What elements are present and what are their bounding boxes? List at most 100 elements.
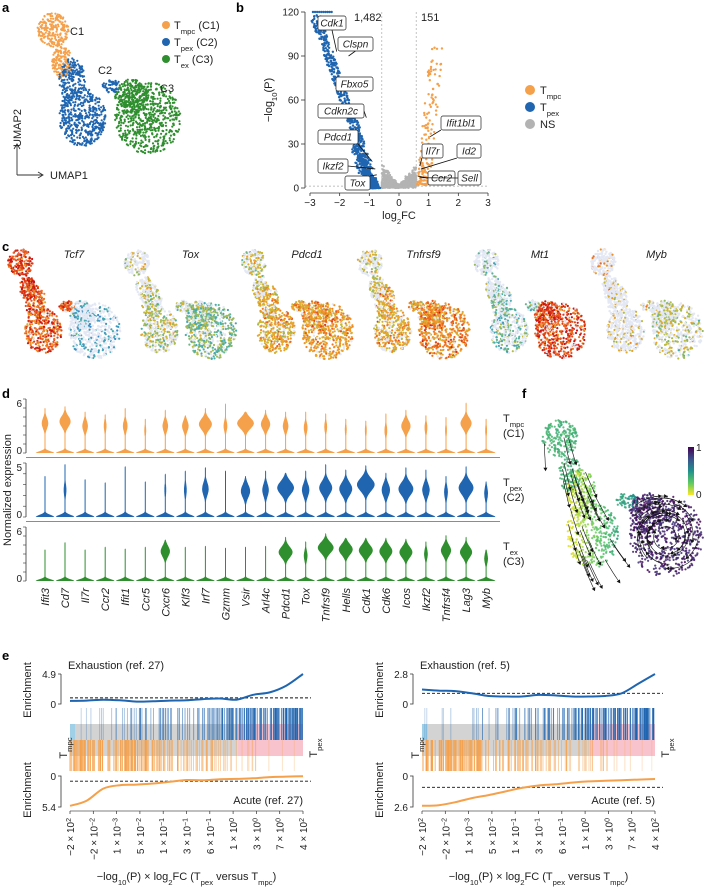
cell-point: [64, 72, 67, 76]
background-cell: [110, 311, 113, 314]
cell-point: [48, 20, 51, 23]
cell-point: [143, 127, 146, 130]
cell-point: [169, 115, 172, 118]
cell-point: [56, 42, 59, 45]
cell-point: [43, 41, 46, 44]
cell-point: [132, 122, 135, 125]
cell-point: [94, 122, 97, 125]
cell-point: [92, 115, 95, 118]
background-cell: [99, 329, 102, 332]
tmpc-point: [440, 47, 444, 50]
cell-point: [61, 92, 64, 95]
cell-point: [142, 87, 145, 90]
cell-point: [138, 97, 141, 100]
expressing-cell: [46, 312, 49, 315]
tpex-point: [325, 60, 329, 63]
cell-point: [96, 97, 99, 100]
cell-point: [43, 35, 47, 38]
tmpc-point: [417, 167, 421, 171]
cell-point: [118, 130, 121, 133]
cell-point: [172, 138, 175, 141]
cell-point: [178, 120, 181, 123]
tmpc-point: [433, 46, 436, 49]
panel-label-b: b: [236, 0, 244, 15]
cell-point: [118, 120, 121, 123]
cell-point: [78, 70, 81, 73]
tmpc-point: [423, 102, 427, 105]
cell-point: [90, 120, 93, 123]
cell-point: [100, 106, 103, 109]
cell-point: [157, 129, 160, 132]
cell-point: [145, 130, 148, 133]
cell-point: [51, 42, 54, 45]
cell-point: [173, 110, 176, 113]
ylabel-sub: 10: [270, 93, 279, 102]
tmpc-point: [420, 141, 424, 144]
cell-point: [64, 20, 67, 23]
cell-point: [102, 122, 105, 125]
cell-point: [132, 103, 135, 106]
tpex-point: [332, 67, 335, 71]
feature-plots: Tcf7 Tox Pdcd1 Tnfrsf9 Mt1 Myb: [7, 248, 704, 360]
tpex-point: [328, 68, 332, 72]
tmpc-point: [430, 128, 433, 131]
tmpc-point: [420, 179, 423, 182]
cell-point: [69, 96, 72, 99]
legend-sub: mpc: [547, 92, 562, 101]
label-leader-line: [331, 29, 338, 52]
cell-point: [66, 63, 69, 66]
cell-point: [91, 117, 94, 120]
cell-point: [172, 122, 175, 125]
tpex-point: [357, 171, 361, 175]
cell-point: [75, 131, 78, 134]
cell-point: [134, 140, 137, 143]
tpex-point: [320, 10, 323, 14]
tpex-point: [336, 67, 340, 70]
cell-point: [79, 103, 82, 106]
cell-point: [149, 100, 152, 103]
expressing-cell: [52, 340, 55, 343]
cell-point: [160, 132, 163, 135]
ylabel-end: (P): [263, 78, 275, 93]
xlabel-main: log: [382, 210, 397, 222]
cell-point: [145, 98, 148, 101]
cell-point: [71, 118, 74, 121]
ns-point: [408, 175, 411, 178]
cell-point: [64, 109, 67, 112]
cell-point: [121, 109, 124, 113]
label-leader-line: [348, 50, 356, 57]
expressing-cell: [41, 344, 44, 347]
cell-point: [150, 113, 153, 116]
tpex-point: [349, 126, 352, 129]
cell-point: [147, 135, 150, 138]
expressing-cell: [36, 287, 40, 290]
tpex-point: [325, 53, 329, 56]
cell-point: [154, 150, 157, 153]
cell-point: [117, 104, 120, 107]
ns-point: [390, 180, 393, 184]
cell-point: [158, 112, 162, 115]
x-tick-label: 3: [485, 198, 491, 209]
cell-point: [168, 101, 172, 105]
cell-point: [68, 101, 71, 105]
cell-point: [56, 73, 59, 76]
cell-point: [85, 138, 89, 141]
cell-point: [84, 129, 87, 132]
tpex-point: [313, 17, 316, 21]
cell-point: [64, 131, 67, 134]
cell-point: [130, 117, 133, 120]
expressing-cell: [101, 349, 104, 352]
cell-point: [52, 53, 55, 56]
cell-point: [60, 28, 63, 31]
cell-point: [58, 112, 61, 115]
cell-point: [91, 123, 94, 127]
cell-point: [94, 107, 97, 110]
cell-point: [86, 116, 89, 119]
cell-point: [63, 64, 66, 67]
background-cell: [92, 339, 96, 343]
expressing-cell: [22, 273, 26, 276]
cell-point: [86, 124, 89, 128]
cell-point: [163, 135, 166, 138]
cell-point: [155, 118, 159, 121]
tmpc-point: [434, 68, 437, 71]
